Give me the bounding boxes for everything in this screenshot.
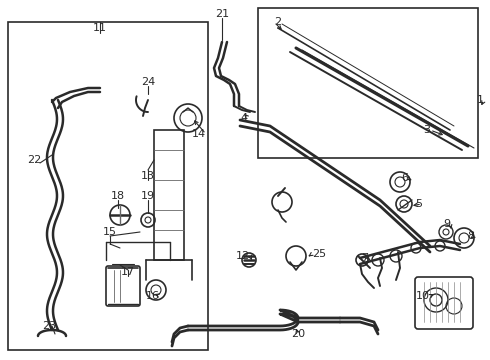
Text: 3: 3 (423, 125, 430, 135)
Text: 19: 19 (141, 191, 155, 201)
Text: 25: 25 (312, 249, 326, 259)
Text: 18: 18 (111, 191, 125, 201)
Text: 12: 12 (236, 251, 250, 261)
Text: 13: 13 (141, 171, 155, 181)
Text: 24: 24 (141, 77, 155, 87)
Text: 22: 22 (27, 155, 41, 165)
Text: 23: 23 (42, 321, 56, 331)
Bar (8, 22, 208, 350)
Text: 14: 14 (192, 129, 206, 139)
Text: 11: 11 (93, 23, 107, 33)
Text: 5: 5 (415, 199, 422, 209)
Text: 7: 7 (361, 253, 368, 263)
Text: 2: 2 (274, 17, 281, 27)
Text: 9: 9 (443, 219, 450, 229)
Bar (258, 8, 478, 158)
Text: 6: 6 (401, 173, 408, 183)
Text: 1: 1 (477, 95, 484, 105)
Text: 8: 8 (467, 231, 474, 241)
Text: 21: 21 (215, 9, 229, 19)
Text: 16: 16 (146, 291, 160, 301)
Bar (154, 130, 184, 260)
Text: 17: 17 (121, 267, 135, 277)
Text: 10: 10 (416, 291, 430, 301)
Text: 4: 4 (241, 113, 248, 123)
Text: 15: 15 (103, 227, 117, 237)
Text: 20: 20 (291, 329, 305, 339)
